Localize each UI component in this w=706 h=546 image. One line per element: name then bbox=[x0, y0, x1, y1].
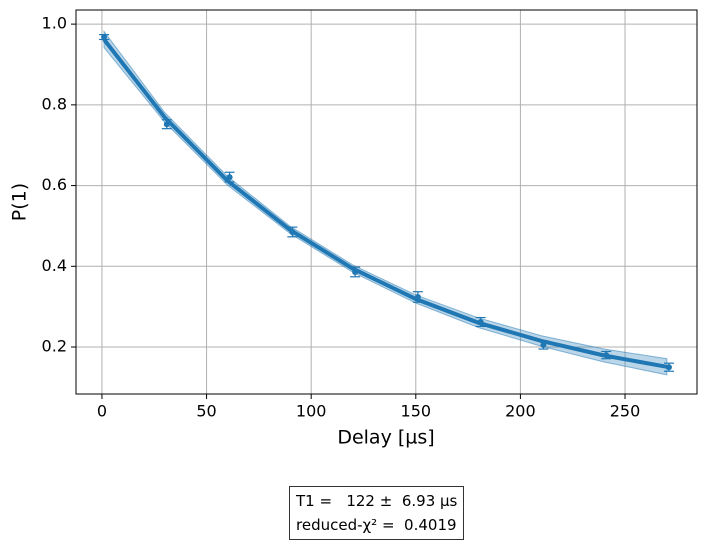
data-point bbox=[603, 352, 610, 359]
data-point bbox=[163, 121, 170, 128]
y-tick-label: 0.2 bbox=[42, 337, 67, 356]
x-tick-label: 50 bbox=[196, 402, 216, 421]
data-point bbox=[289, 228, 296, 235]
y-axis-label: P(1) bbox=[9, 183, 31, 221]
data-point bbox=[665, 364, 672, 371]
fit-result-line: reduced-χ² = 0.4019 bbox=[296, 516, 457, 534]
y-tick-label: 1.0 bbox=[42, 14, 67, 33]
chart: Delay [µs] P(1) 0 50 100 150 200 250 0.2 0.4 0.6… bbox=[9, 9, 698, 449]
x-tick-label: 150 bbox=[401, 402, 432, 421]
data-point bbox=[540, 342, 547, 349]
x-tick-label: 200 bbox=[505, 402, 536, 421]
data-point bbox=[477, 318, 484, 325]
data-point bbox=[226, 174, 233, 181]
x-tick-label: 0 bbox=[97, 402, 107, 421]
data-point bbox=[414, 293, 421, 300]
fit-result-line: T1 = 122 ± 6.93 µs bbox=[296, 492, 458, 510]
x-tick-label: 100 bbox=[296, 402, 327, 421]
plot-frame bbox=[75, 9, 698, 395]
confidence-band bbox=[103, 29, 668, 376]
x-axis-label: Delay [µs] bbox=[337, 427, 434, 449]
y-tick-label: 0.6 bbox=[42, 175, 67, 194]
data-point bbox=[101, 34, 108, 41]
y-tick-label: 0.4 bbox=[42, 256, 67, 275]
fit-line bbox=[102, 38, 668, 369]
y-tick-label: 0.8 bbox=[42, 94, 67, 113]
fit-result-box: T1 = 122 ± 6.93 µs reduced-χ² = 0.4019 bbox=[289, 486, 465, 540]
data-point bbox=[352, 268, 359, 275]
x-tick-label: 250 bbox=[610, 402, 641, 421]
